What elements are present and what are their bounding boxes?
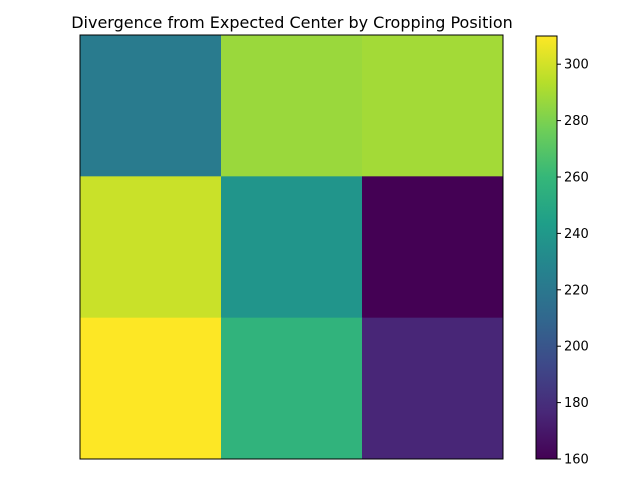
heatmap-cell-r1-c1 [221, 176, 363, 319]
heatmap-cell-r1-c2 [362, 176, 504, 319]
heatmap-cell-r0-c1 [221, 35, 363, 177]
colorbar-tick-label-220: 220 [564, 283, 589, 298]
heatmap-cell-r0-c2 [362, 35, 504, 177]
colorbar-ticks: 160 180 200 220 240 260 280 300 [557, 58, 589, 468]
chart-title: Divergence from Expected Center by Cropp… [71, 13, 513, 32]
heatmap-cells [80, 35, 504, 460]
colorbar-tick-label-260: 260 [564, 171, 589, 186]
colorbar-tick-label-300: 300 [564, 58, 589, 73]
heatmap-cell-r0-c0 [80, 35, 222, 177]
colorbar-tick-label-160: 160 [564, 453, 589, 468]
heatmap-cell-r2-c2 [362, 317, 504, 460]
colorbar [535, 35, 558, 460]
plot-frame [79, 34, 504, 460]
heatmap-cell-r2-c0 [80, 317, 222, 460]
colorbar-tick-label-200: 200 [564, 340, 589, 355]
colorbar-tick-label-280: 280 [564, 114, 589, 129]
colorbar-tick-label-180: 180 [564, 396, 589, 411]
heatmap-cell-r2-c1 [221, 317, 363, 460]
heatmap-cell-r1-c0 [80, 176, 222, 319]
colorbar-tick-label-240: 240 [564, 227, 589, 242]
